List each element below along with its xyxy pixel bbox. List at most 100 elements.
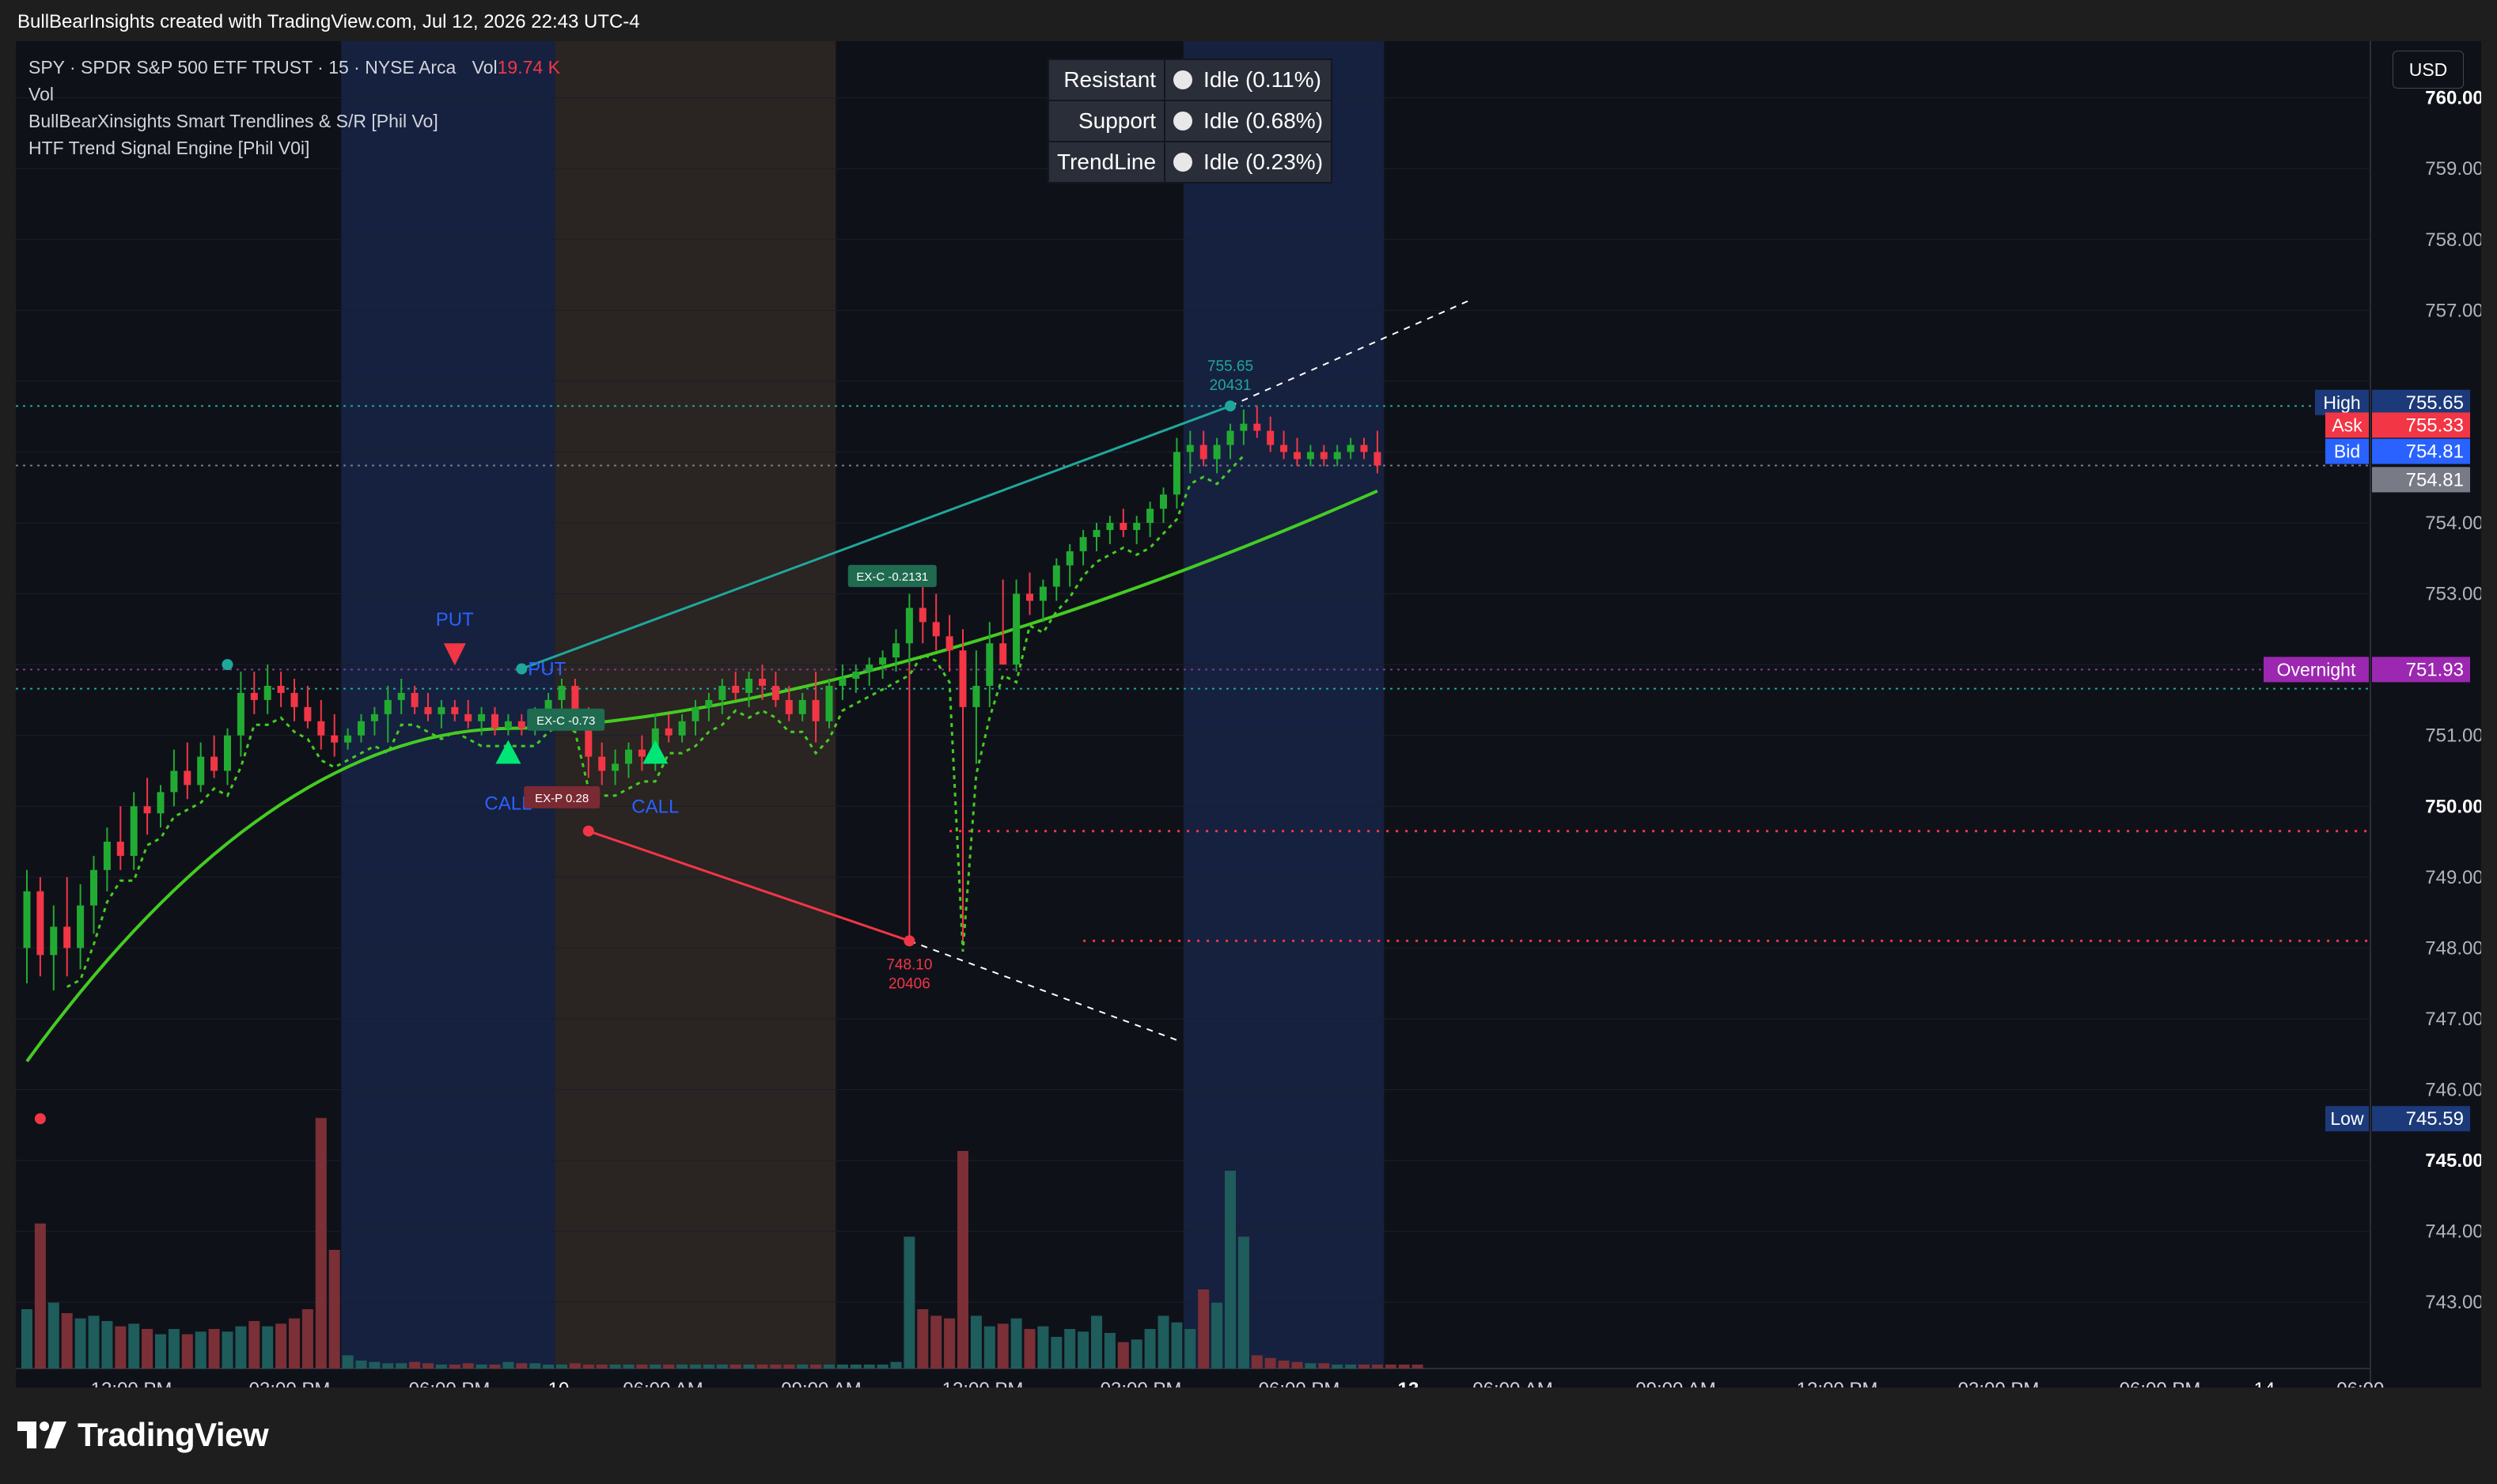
bid-price-tag[interactable] [2372,438,2470,464]
volume-bar [168,1329,180,1369]
ask-price-tag[interactable] [2372,412,2470,438]
volume-bar [315,1118,327,1369]
candle-body [558,686,566,700]
time-axis-tick: 03:00 PM [1101,1379,1182,1387]
candle-body [759,679,766,686]
price-axis-tick: 749.00 [2425,867,2481,888]
volume-bar [1091,1316,1102,1369]
candle-body [1052,565,1060,587]
volume-bar [877,1365,889,1369]
candle-body [932,622,940,637]
volume-bar [1345,1365,1357,1369]
volume-bar [409,1361,421,1369]
symbol-legend[interactable]: SPY · SPDR S&P 500 ETF TRUST · 15 · NYSE… [28,54,560,81]
price-axis-tick: 760.00 [2425,88,2481,109]
sr-status-table: Resistant Idle (0.11%) Support Idle (0.6… [1047,59,1333,184]
session-band-regular [835,41,1184,1369]
candle-body [1253,423,1261,431]
candle-body [464,714,472,721]
exit-put-badge: EX-P 0.28 [535,792,589,805]
status-dot-icon [1173,70,1193,89]
volume-bar [289,1318,300,1369]
candle-body [103,842,111,870]
volume-bar [1411,1365,1423,1369]
candle-body [785,699,793,714]
time-axis-tick: 12:00 PM [91,1379,172,1387]
candle-body [1186,445,1194,452]
candle-body [745,679,753,693]
volume-bar [21,1309,32,1369]
candle-body [571,686,579,714]
candle-body [612,763,620,771]
last-price-tag[interactable] [2372,467,2470,493]
volume-bar [1198,1289,1210,1369]
volume-bar [1332,1365,1343,1369]
htf-moving-average-line [25,489,1378,1062]
volume-bar [489,1365,501,1369]
bid-label-text: Bid [2334,441,2360,462]
candle-body [665,728,673,736]
overnight-price-tag[interactable] [2372,657,2470,683]
volume-bar [824,1365,835,1369]
volume-bar [970,1316,982,1369]
volume-bar [502,1361,514,1369]
status-dot-icon [1173,153,1193,172]
currency-button[interactable]: USD [2393,51,2464,89]
upper-trendline [521,404,1231,670]
candle-body [304,706,312,721]
candle-body [331,735,339,743]
volume-bar [729,1365,741,1369]
volume-bar [449,1365,460,1369]
price-axis-tick: 748.00 [2425,937,2481,959]
time-axis-tick: 06:00 PM [409,1379,491,1387]
sr-row-resistant: Resistant Idle (0.11%) [1047,59,1333,101]
indicator-htf[interactable]: HTF Trend Signal Engine [Phil V0i] [28,138,310,158]
high-price-tag[interactable] [2372,389,2470,415]
candle-body [143,806,151,814]
indicator-trendlines[interactable]: BullBearXinsights Smart Trendlines & S/R… [28,111,438,131]
candle-body [438,706,445,714]
put-signal-label: PUT [436,609,474,630]
price-axis-tick: 751.00 [2425,725,2481,747]
low-price-tag[interactable] [2372,1106,2470,1132]
candle-body [504,721,512,729]
high-price-value: 755.65 [2406,392,2464,414]
tradingview-wordmark: TradingView [78,1416,269,1453]
candle-body [1199,445,1207,460]
volume-bar [328,1250,340,1369]
low-label-text: Low [2330,1108,2364,1129]
vol-value: 19.74 K [497,57,560,78]
candle-body [224,735,231,771]
candle-body [1120,523,1127,530]
volume-bar [435,1365,447,1369]
price-axis-tick: 744.00 [2425,1221,2481,1243]
candle-body [1133,523,1141,530]
bid-price-value: 754.81 [2406,441,2464,463]
bid-label-tag [2325,438,2369,464]
high-label-text: High [2323,392,2360,413]
put-arrow-icon [443,643,466,666]
volume-bar [1010,1318,1022,1369]
session-band-regular [20,41,342,1369]
volume-bar [797,1365,809,1369]
candle-body [598,756,606,771]
tradingview-logo[interactable]: TradingView [17,1413,269,1457]
candle-body [1213,445,1221,460]
price-axis-tick: 747.00 [2425,1009,2481,1030]
candle-body [1173,452,1180,495]
volume-bar [1144,1329,1156,1369]
candle-body [424,706,432,714]
candle-body [197,756,205,786]
volume-bar [663,1365,675,1369]
volume-bar [690,1365,701,1369]
candle-body [1267,430,1275,445]
chart-pane[interactable]: 755.65 20431 748.10 20406 PUT PUT CALL CALL EX-C… [16,41,2481,1387]
overnight-label-tag [2264,657,2369,683]
lower-trendline [588,830,910,942]
pivot-high-dot [1225,400,1236,412]
pivot-low-dot [904,935,915,947]
candle-body [905,608,913,644]
indicator-vol[interactable]: Vol [28,84,54,104]
volume-bar [422,1363,434,1369]
